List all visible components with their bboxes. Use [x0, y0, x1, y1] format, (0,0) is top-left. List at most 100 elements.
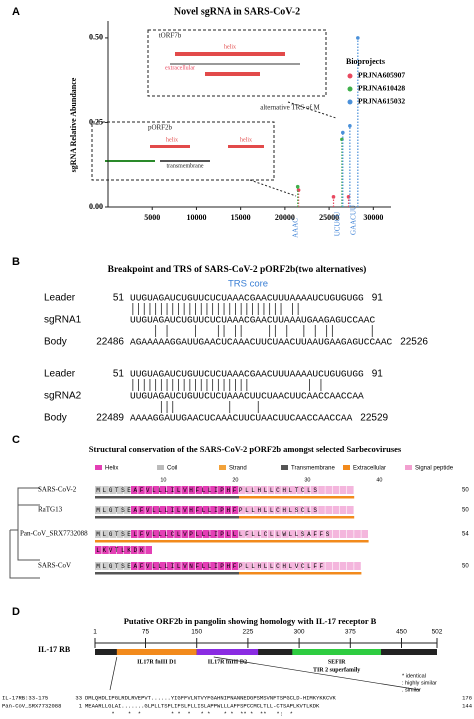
residue-box — [174, 530, 181, 538]
annotation-box — [91, 121, 275, 181]
residue-box — [318, 486, 325, 494]
residue-box — [253, 562, 260, 570]
residue-box — [145, 562, 152, 570]
sequence: MLGTSEAFVLLLILVHFLLIPHFPLLHLLCHLTCLS — [96, 487, 319, 494]
residue-box — [289, 486, 296, 494]
residue-box — [267, 506, 275, 514]
seq-end: 22526 — [400, 337, 428, 348]
residue-box — [95, 486, 102, 494]
residue-box — [116, 486, 124, 494]
seq-end: 54 — [462, 532, 469, 538]
seq-start: 1 — [79, 702, 83, 709]
residue-box — [123, 562, 131, 570]
region-bar — [95, 516, 239, 519]
residue-box — [260, 486, 268, 494]
residue-box — [267, 562, 275, 570]
residue-box — [116, 546, 124, 554]
residue-box — [253, 530, 260, 538]
coil-bar — [170, 63, 300, 65]
ruler-label: 450 — [396, 629, 407, 636]
phylogeny-tree — [9, 487, 40, 579]
point — [295, 184, 300, 189]
residue-box — [203, 486, 210, 494]
residue-box — [152, 506, 160, 514]
residue-box — [311, 486, 318, 494]
coil-bar — [105, 160, 155, 162]
residue-box — [275, 506, 282, 514]
residue-box — [152, 530, 160, 538]
residue-box — [224, 562, 232, 570]
seq-end: 50 — [462, 564, 469, 570]
residue-box — [332, 486, 340, 494]
helix-bar — [205, 72, 260, 76]
legend-marker — [347, 86, 353, 92]
residue-box — [167, 486, 174, 494]
residue-box — [138, 486, 145, 494]
residue-box — [95, 562, 102, 570]
legend-swatch — [219, 465, 226, 470]
residue-box — [296, 562, 304, 570]
residue-box — [282, 486, 289, 494]
x-tick-label: 30000 — [363, 213, 383, 222]
seq-end: 50 — [462, 508, 469, 514]
residue-box — [282, 530, 289, 538]
residue-box — [116, 530, 124, 538]
ruler-label: 225 — [242, 629, 253, 636]
region-bar — [239, 540, 369, 543]
ruler-label: 375 — [345, 629, 356, 636]
residue-box — [361, 530, 368, 538]
sequence: MLGTSELFVLLLCLVPLLLIPLLLFLLCLLWLLSAFFS — [96, 531, 332, 538]
ruler-label: 150 — [191, 629, 202, 636]
residue-box — [318, 562, 325, 570]
residue-box — [145, 530, 152, 538]
legend-marker — [347, 99, 353, 105]
residue-box — [181, 530, 188, 538]
residue-box — [239, 562, 246, 570]
residue-box — [354, 530, 361, 538]
annotation: extracellular — [165, 65, 195, 71]
residue-box — [131, 486, 138, 494]
residue-box — [246, 506, 253, 514]
seq-start: 51 — [113, 369, 125, 380]
row-name: SARS-CoV-2 — [38, 486, 77, 494]
panel-label: C — [12, 434, 20, 446]
annotation-arrow — [249, 179, 297, 197]
residue-box — [138, 530, 145, 538]
position-tick: 30 — [304, 477, 310, 483]
point — [331, 195, 336, 199]
residue-box — [109, 486, 116, 494]
residue-box — [138, 506, 145, 514]
legend-label: Coil — [167, 466, 177, 472]
position-tick: 40 — [376, 477, 382, 483]
helix-bar — [175, 52, 285, 56]
annotation: helix — [240, 137, 252, 143]
residue-box — [95, 506, 102, 514]
residue-box — [339, 562, 347, 570]
residue-box — [203, 562, 210, 570]
ruler-label: 300 — [294, 629, 305, 636]
position-tick: 10 — [160, 477, 166, 483]
helix-bar — [228, 145, 264, 148]
residue-box — [339, 486, 347, 494]
legend-swatch — [405, 465, 412, 470]
annotation-box — [147, 29, 327, 97]
annotation-arrow — [287, 101, 337, 119]
row-name: IL-17RB:33-175 — [2, 694, 48, 701]
region-bar — [95, 496, 239, 499]
protein-label: IL-17 RB — [38, 645, 71, 654]
ruler-label: 1 — [93, 629, 97, 636]
residue-box — [145, 546, 152, 554]
sequence: DMLQHDLIPGLRDLRVEPVT......YIGFFVLNTVYFGA… — [85, 694, 337, 701]
residue-box — [347, 562, 354, 570]
point — [356, 36, 360, 40]
residue-box — [246, 486, 253, 494]
residue-box — [109, 546, 116, 554]
residue-box — [260, 562, 268, 570]
panel-label: A — [12, 6, 20, 18]
residue-box — [131, 506, 138, 514]
residue-box — [123, 546, 131, 554]
residue-box — [231, 486, 239, 494]
seq-start: 33 — [75, 694, 82, 701]
residue-box — [303, 530, 311, 538]
